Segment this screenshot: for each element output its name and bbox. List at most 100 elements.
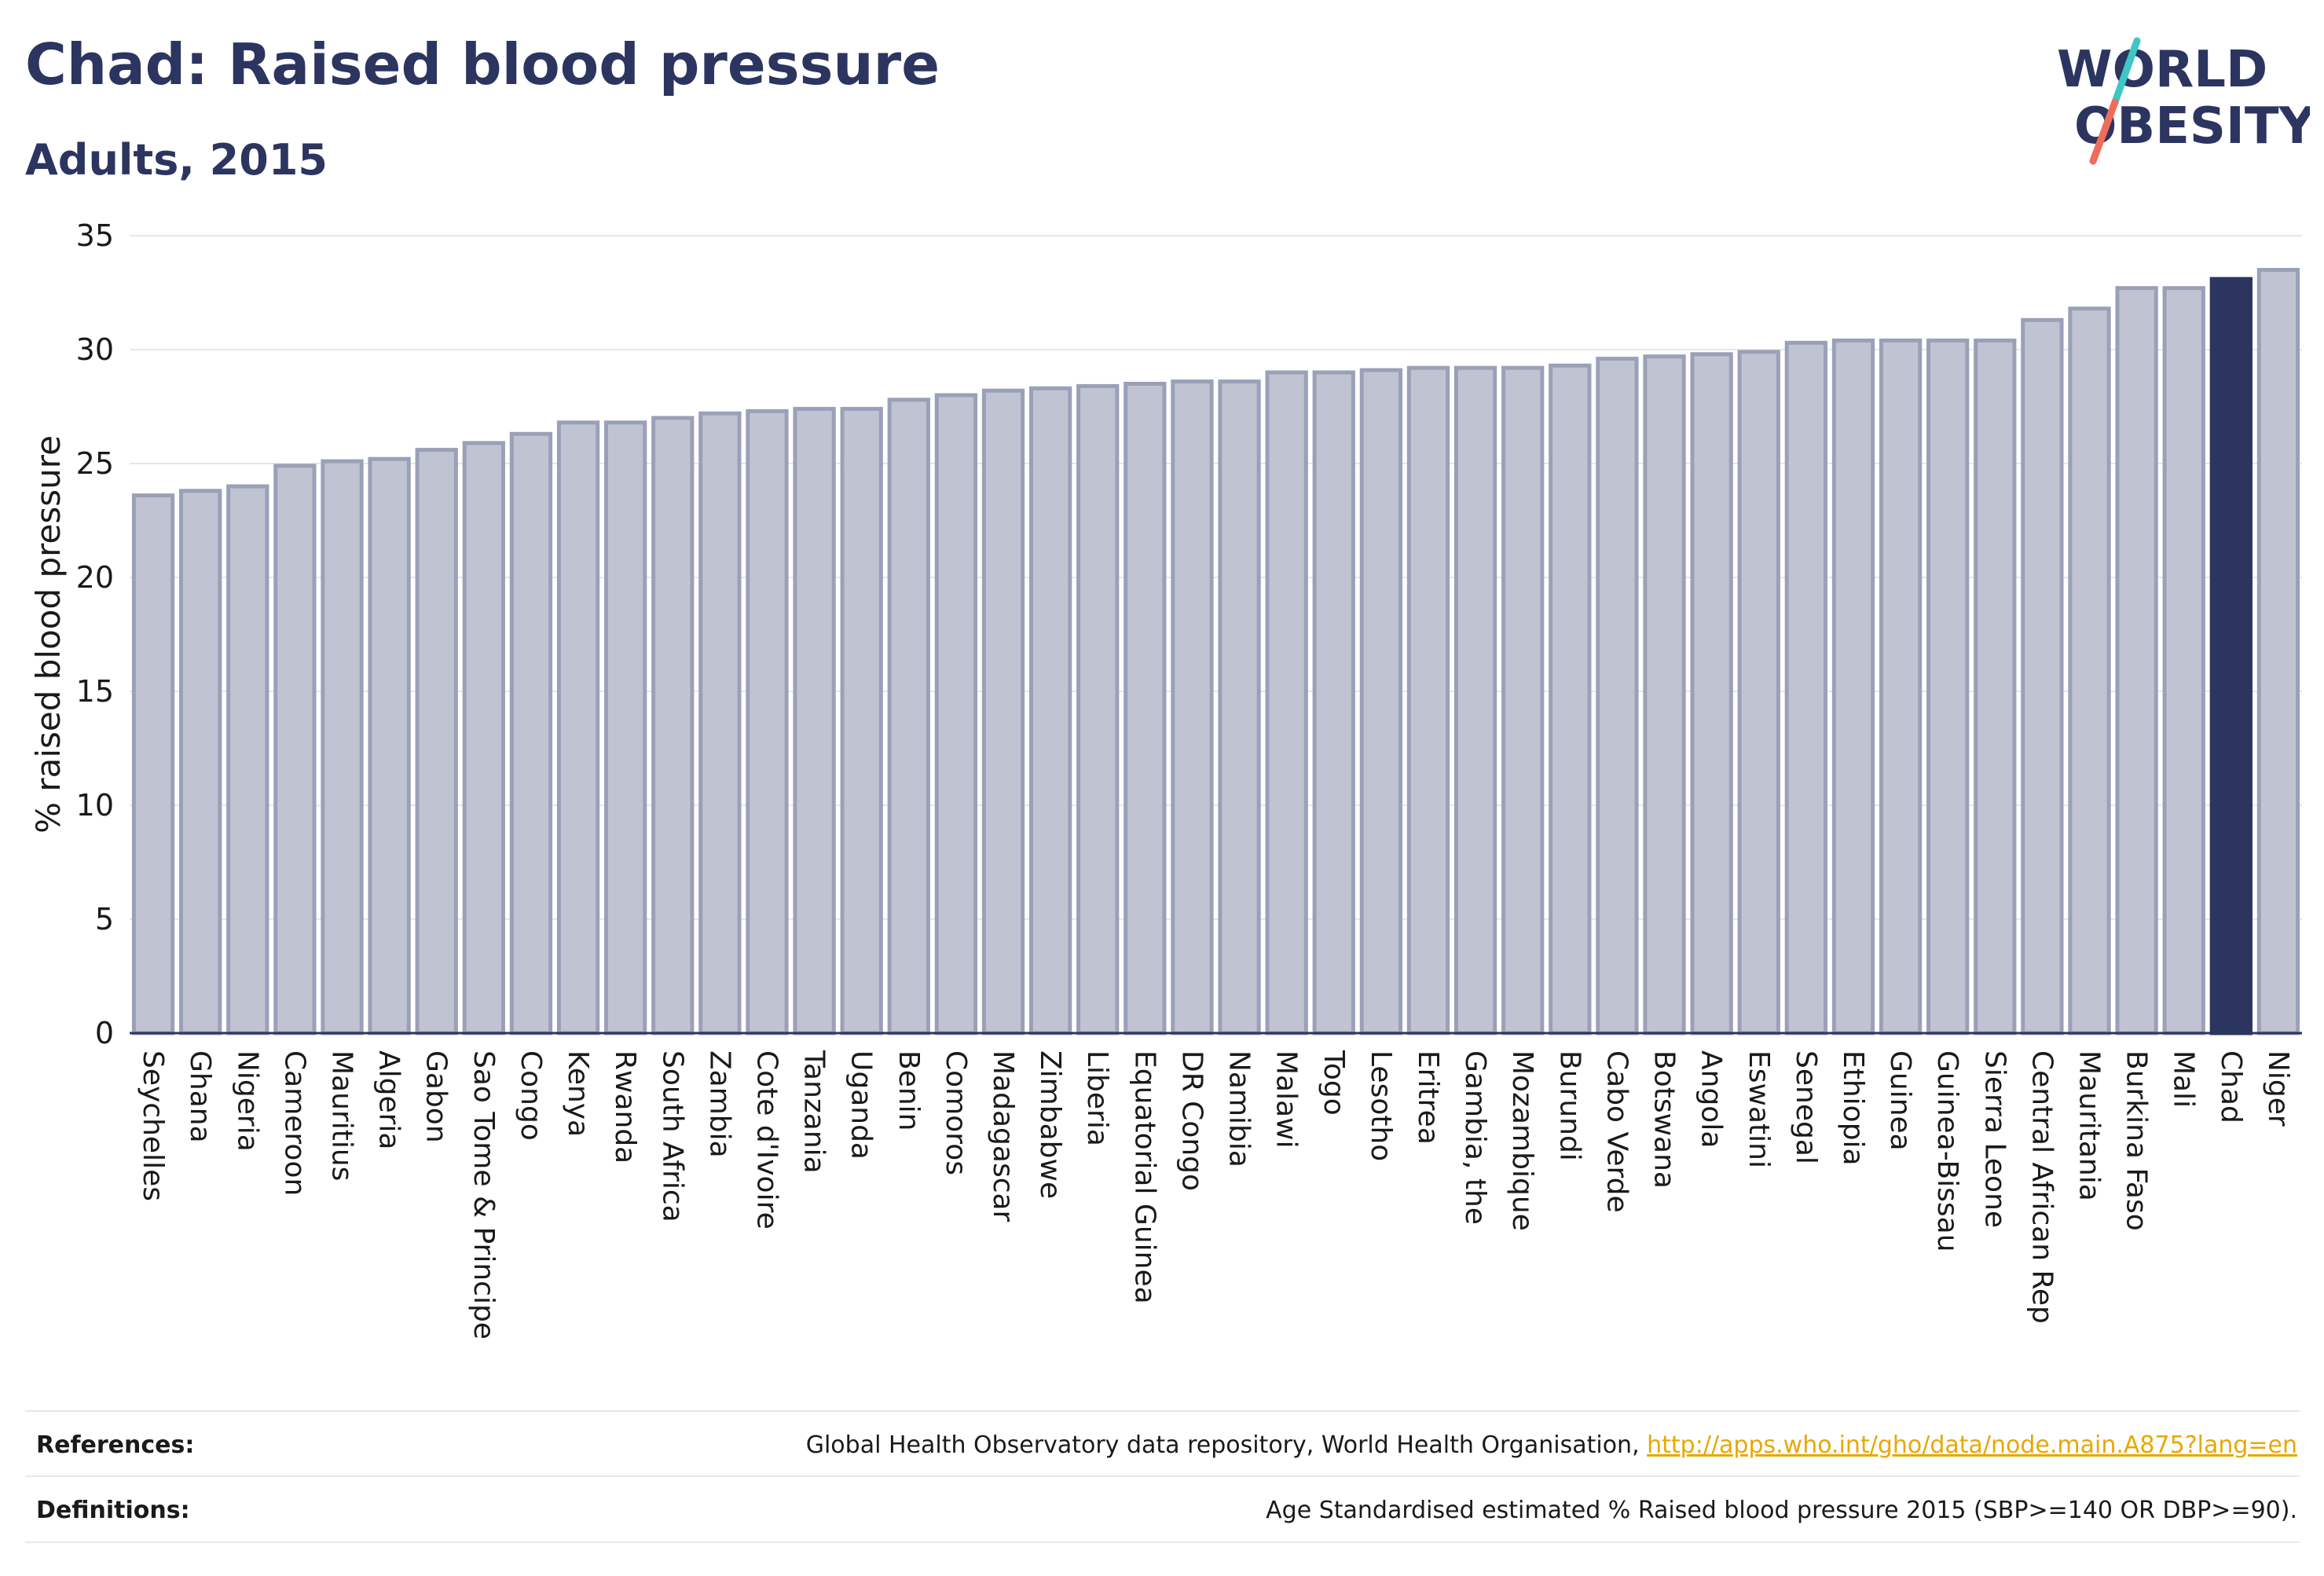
bar: [1265, 370, 1308, 1035]
logo-line-1: WORLD: [2057, 41, 2267, 99]
references-text: Global Health Observatory data repositor…: [806, 1431, 2297, 1459]
x-tick-label: Benin: [893, 1050, 925, 1131]
x-tick-label: Algeria: [373, 1050, 405, 1150]
bar-chart: 0 5 10 15 20 25 30 35 % raised blood pressure Sey…: [29, 218, 2302, 1340]
definitions-label: Definitions:: [36, 1497, 190, 1524]
bar: [1218, 379, 1261, 1035]
bar: [273, 464, 317, 1035]
bar: [509, 431, 553, 1035]
x-tick-label: Liberia: [1081, 1050, 1113, 1146]
x-tick-label: Mali: [2168, 1050, 2200, 1108]
bar: [1171, 379, 1214, 1035]
x-tick-label: Mozambique: [1506, 1050, 1538, 1231]
y-tick-label: 10: [76, 788, 114, 823]
bar-highlight: [2209, 277, 2253, 1035]
axes: 0 5 10 15 20 25 30 35 % raised blood pressure Sey…: [29, 218, 2302, 1340]
bar: [934, 393, 978, 1035]
x-tick-label: Eswatini: [1743, 1050, 1775, 1168]
logo-slash-teal: [2111, 37, 2141, 106]
footer-divider-top: [25, 1410, 2300, 1412]
logo-slash-coral: [2089, 98, 2119, 165]
x-tick-label: Seychelles: [137, 1050, 169, 1201]
bar: [131, 493, 175, 1035]
footer-divider-middle: [25, 1475, 2300, 1477]
bar: [1124, 382, 1167, 1035]
bar: [981, 388, 1025, 1035]
x-tick-label: Niger: [2262, 1050, 2294, 1127]
bar: [603, 420, 647, 1035]
x-tick-label: Namibia: [1223, 1050, 1255, 1167]
bar: [1406, 365, 1450, 1035]
bar: [415, 448, 458, 1035]
x-tick-label: Guinea: [1884, 1050, 1916, 1151]
y-tick-label: 30: [76, 332, 114, 367]
x-tick-label: Cameroon: [278, 1050, 310, 1196]
x-tick-label: Nigeria: [231, 1050, 263, 1152]
x-tick-label: Sierra Leone: [1978, 1050, 2011, 1228]
x-tick-label: Rwanda: [609, 1050, 641, 1164]
footer-divider-bottom: [25, 1541, 2300, 1543]
bar: [1737, 350, 1780, 1035]
bar: [840, 406, 883, 1035]
references-link[interactable]: http://apps.who.int/gho/data/node.main.A…: [1647, 1431, 2297, 1459]
x-tick-label: Central African Rep: [2025, 1050, 2058, 1324]
bar: [1549, 363, 1592, 1035]
y-axis-title: % raised blood pressure: [29, 435, 68, 834]
x-tick-label: Gambia, the: [1459, 1050, 1491, 1225]
bar: [698, 411, 742, 1035]
bar: [1879, 338, 1923, 1035]
x-tick-label: Ethiopia: [1837, 1050, 1869, 1166]
x-tick-label: Congo: [515, 1050, 547, 1141]
bar: [1831, 338, 1875, 1035]
x-tick-label: Burundi: [1553, 1050, 1585, 1161]
y-tick-label: 20: [76, 560, 114, 595]
bar: [368, 456, 411, 1035]
bar: [556, 420, 600, 1035]
bar: [1784, 340, 1828, 1035]
bar: [1359, 368, 1403, 1035]
bar: [2115, 286, 2158, 1035]
x-tick-label: Eritrea: [1412, 1050, 1444, 1145]
world-obesity-logo: WORLD OBESITY: [2057, 37, 2310, 165]
bar: [1076, 383, 1120, 1035]
x-tick-label: Kenya: [562, 1050, 594, 1137]
bar: [2068, 306, 2111, 1035]
bar: [1453, 365, 1497, 1035]
x-tick-label: Ghana: [184, 1050, 216, 1143]
references-source: Global Health Observatory data repositor…: [805, 1431, 1648, 1459]
x-tick-label: Sao Tome & Principe: [467, 1050, 500, 1340]
bar: [1028, 386, 1072, 1035]
bar: [226, 484, 269, 1035]
x-tick-label: Uganda: [845, 1050, 878, 1160]
x-tick-label: Mauritania: [2073, 1050, 2106, 1201]
x-tick-label: Cabo Verde: [1600, 1050, 1633, 1213]
bar: [2256, 268, 2300, 1035]
x-tick-label: Togo: [1318, 1050, 1350, 1116]
bar: [1501, 365, 1545, 1035]
x-tick-label: Malawi: [1270, 1050, 1303, 1149]
x-tick-label: DR Congo: [1175, 1050, 1208, 1191]
x-tick-label: Comoros: [940, 1050, 972, 1175]
x-tick-label: Mauritius: [325, 1050, 357, 1181]
x-tick-label: Zambia: [703, 1050, 735, 1158]
bar: [1974, 338, 2017, 1035]
x-tick-label: Equatorial Guinea: [1128, 1050, 1160, 1304]
x-tick-label: South Africa: [656, 1050, 688, 1222]
bar: [321, 459, 364, 1035]
x-tick-label: Chad: [2215, 1050, 2247, 1123]
y-tick-label: 25: [76, 446, 114, 481]
x-tick-label: Angola: [1695, 1050, 1728, 1148]
x-tick-label: Botswana: [1648, 1050, 1681, 1189]
x-tick-label: Cote d'Ivoire: [750, 1050, 783, 1230]
bar: [793, 406, 836, 1035]
bar: [1690, 352, 1733, 1035]
bar: [887, 398, 930, 1035]
x-tick-label: Gabon: [420, 1050, 453, 1143]
bar: [2021, 317, 2064, 1035]
x-tick-label: Senegal: [1790, 1050, 1822, 1164]
references-label: References:: [36, 1431, 195, 1459]
bar: [651, 416, 695, 1035]
x-tick-label: Tanzania: [798, 1050, 830, 1174]
y-tick-label: 15: [76, 674, 114, 709]
y-tick-label: 5: [95, 902, 114, 936]
